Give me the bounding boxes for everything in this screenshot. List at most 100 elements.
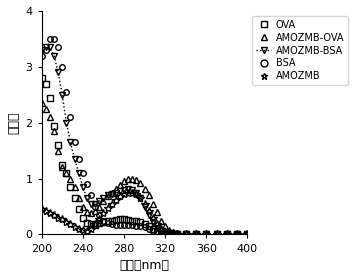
OVA (56, 143, 60, 147)
AMOZMB-BSA (39, 48, 44, 52)
BSA (52, 37, 56, 40)
OVA (81, 216, 85, 219)
Y-axis label: 吸光値: 吸光値 (7, 111, 20, 134)
AMOZMB-BSA (56, 71, 60, 74)
AMOZMB-BSA (214, 232, 219, 235)
BSA (114, 223, 118, 227)
AMOZMB (194, 232, 198, 235)
AMOZMB-OVA (72, 185, 77, 189)
AMOZMB (126, 191, 130, 194)
AMOZMB-BSA (52, 54, 56, 57)
AMOZMB-OVA (167, 228, 171, 232)
AMOZMB-OVA (64, 171, 69, 175)
AMOZMB-BSA (109, 193, 114, 196)
OVA (151, 227, 155, 230)
OVA (118, 218, 122, 221)
OVA (142, 222, 147, 225)
AMOZMB-OVA (48, 116, 52, 119)
AMOZMB (109, 202, 114, 205)
AMOZMB (147, 209, 151, 213)
BSA (105, 222, 110, 225)
AMOZMB-OVA (130, 177, 134, 180)
AMOZMB (225, 232, 229, 235)
BSA (68, 116, 72, 119)
BSA (72, 141, 77, 144)
AMOZMB (122, 193, 126, 196)
BSA (138, 224, 143, 228)
OVA (89, 223, 93, 226)
OVA (214, 232, 219, 235)
AMOZMB-OVA (163, 224, 167, 228)
AMOZMB-BSA (60, 93, 64, 97)
BSA (81, 171, 85, 175)
BSA (122, 223, 126, 227)
BSA (39, 54, 44, 57)
AMOZMB-BSA (245, 232, 250, 235)
OVA (130, 219, 134, 222)
AMOZMB-OVA (126, 177, 130, 180)
AMOZMB-OVA (77, 196, 81, 200)
OVA (194, 232, 198, 235)
BSA (44, 48, 48, 52)
AMOZMB (118, 195, 122, 198)
AMOZMB-OVA (39, 102, 44, 105)
OVA (159, 231, 163, 234)
Line: AMOZMB-OVA: AMOZMB-OVA (38, 100, 251, 237)
AMOZMB-BSA (72, 157, 77, 161)
AMOZMB-BSA (81, 185, 85, 189)
AMOZMB (130, 191, 134, 194)
AMOZMB (214, 232, 219, 235)
AMOZMB-OVA (155, 210, 159, 214)
BSA (60, 65, 64, 69)
AMOZMB-BSA (142, 205, 147, 208)
BSA (77, 157, 81, 161)
BSA (225, 232, 229, 235)
AMOZMB-OVA (235, 232, 239, 235)
OVA (126, 218, 130, 222)
AMOZMB-OVA (138, 181, 143, 185)
X-axis label: 波长（nm）: 波长（nm） (120, 259, 170, 272)
OVA (134, 219, 138, 223)
OVA (64, 171, 69, 175)
BSA (97, 213, 102, 217)
AMOZMB-BSA (93, 202, 97, 205)
OVA (52, 124, 56, 127)
OVA (39, 76, 44, 80)
AMOZMB-OVA (97, 205, 102, 208)
BSA (184, 232, 188, 235)
AMOZMB-OVA (204, 232, 208, 235)
Line: AMOZMB: AMOZMB (38, 188, 252, 238)
AMOZMB (48, 211, 52, 215)
AMOZMB-BSA (64, 121, 69, 124)
AMOZMB-OVA (114, 187, 118, 190)
AMOZMB (52, 213, 56, 217)
AMOZMB (134, 193, 138, 196)
AMOZMB (93, 223, 97, 226)
AMOZMB-BSA (184, 232, 188, 235)
AMOZMB-BSA (167, 232, 171, 235)
BSA (89, 194, 93, 197)
AMOZMB (114, 198, 118, 201)
BSA (109, 223, 114, 226)
BSA (56, 45, 60, 49)
AMOZMB (81, 228, 85, 232)
OVA (44, 82, 48, 85)
AMOZMB-OVA (214, 232, 219, 235)
AMOZMB (245, 232, 250, 235)
AMOZMB-BSA (48, 45, 52, 49)
OVA (93, 223, 97, 227)
AMOZMB (105, 206, 110, 209)
AMOZMB-OVA (81, 205, 85, 208)
AMOZMB (142, 202, 147, 205)
AMOZMB (68, 223, 72, 226)
AMOZMB-BSA (114, 191, 118, 194)
Line: AMOZMB-BSA: AMOZMB-BSA (38, 44, 251, 237)
OVA (225, 232, 229, 235)
AMOZMB-BSA (85, 196, 89, 200)
AMOZMB-OVA (122, 180, 126, 183)
BSA (130, 223, 134, 227)
BSA (151, 229, 155, 232)
BSA (126, 223, 130, 227)
AMOZMB-BSA (122, 188, 126, 191)
BSA (167, 232, 171, 235)
